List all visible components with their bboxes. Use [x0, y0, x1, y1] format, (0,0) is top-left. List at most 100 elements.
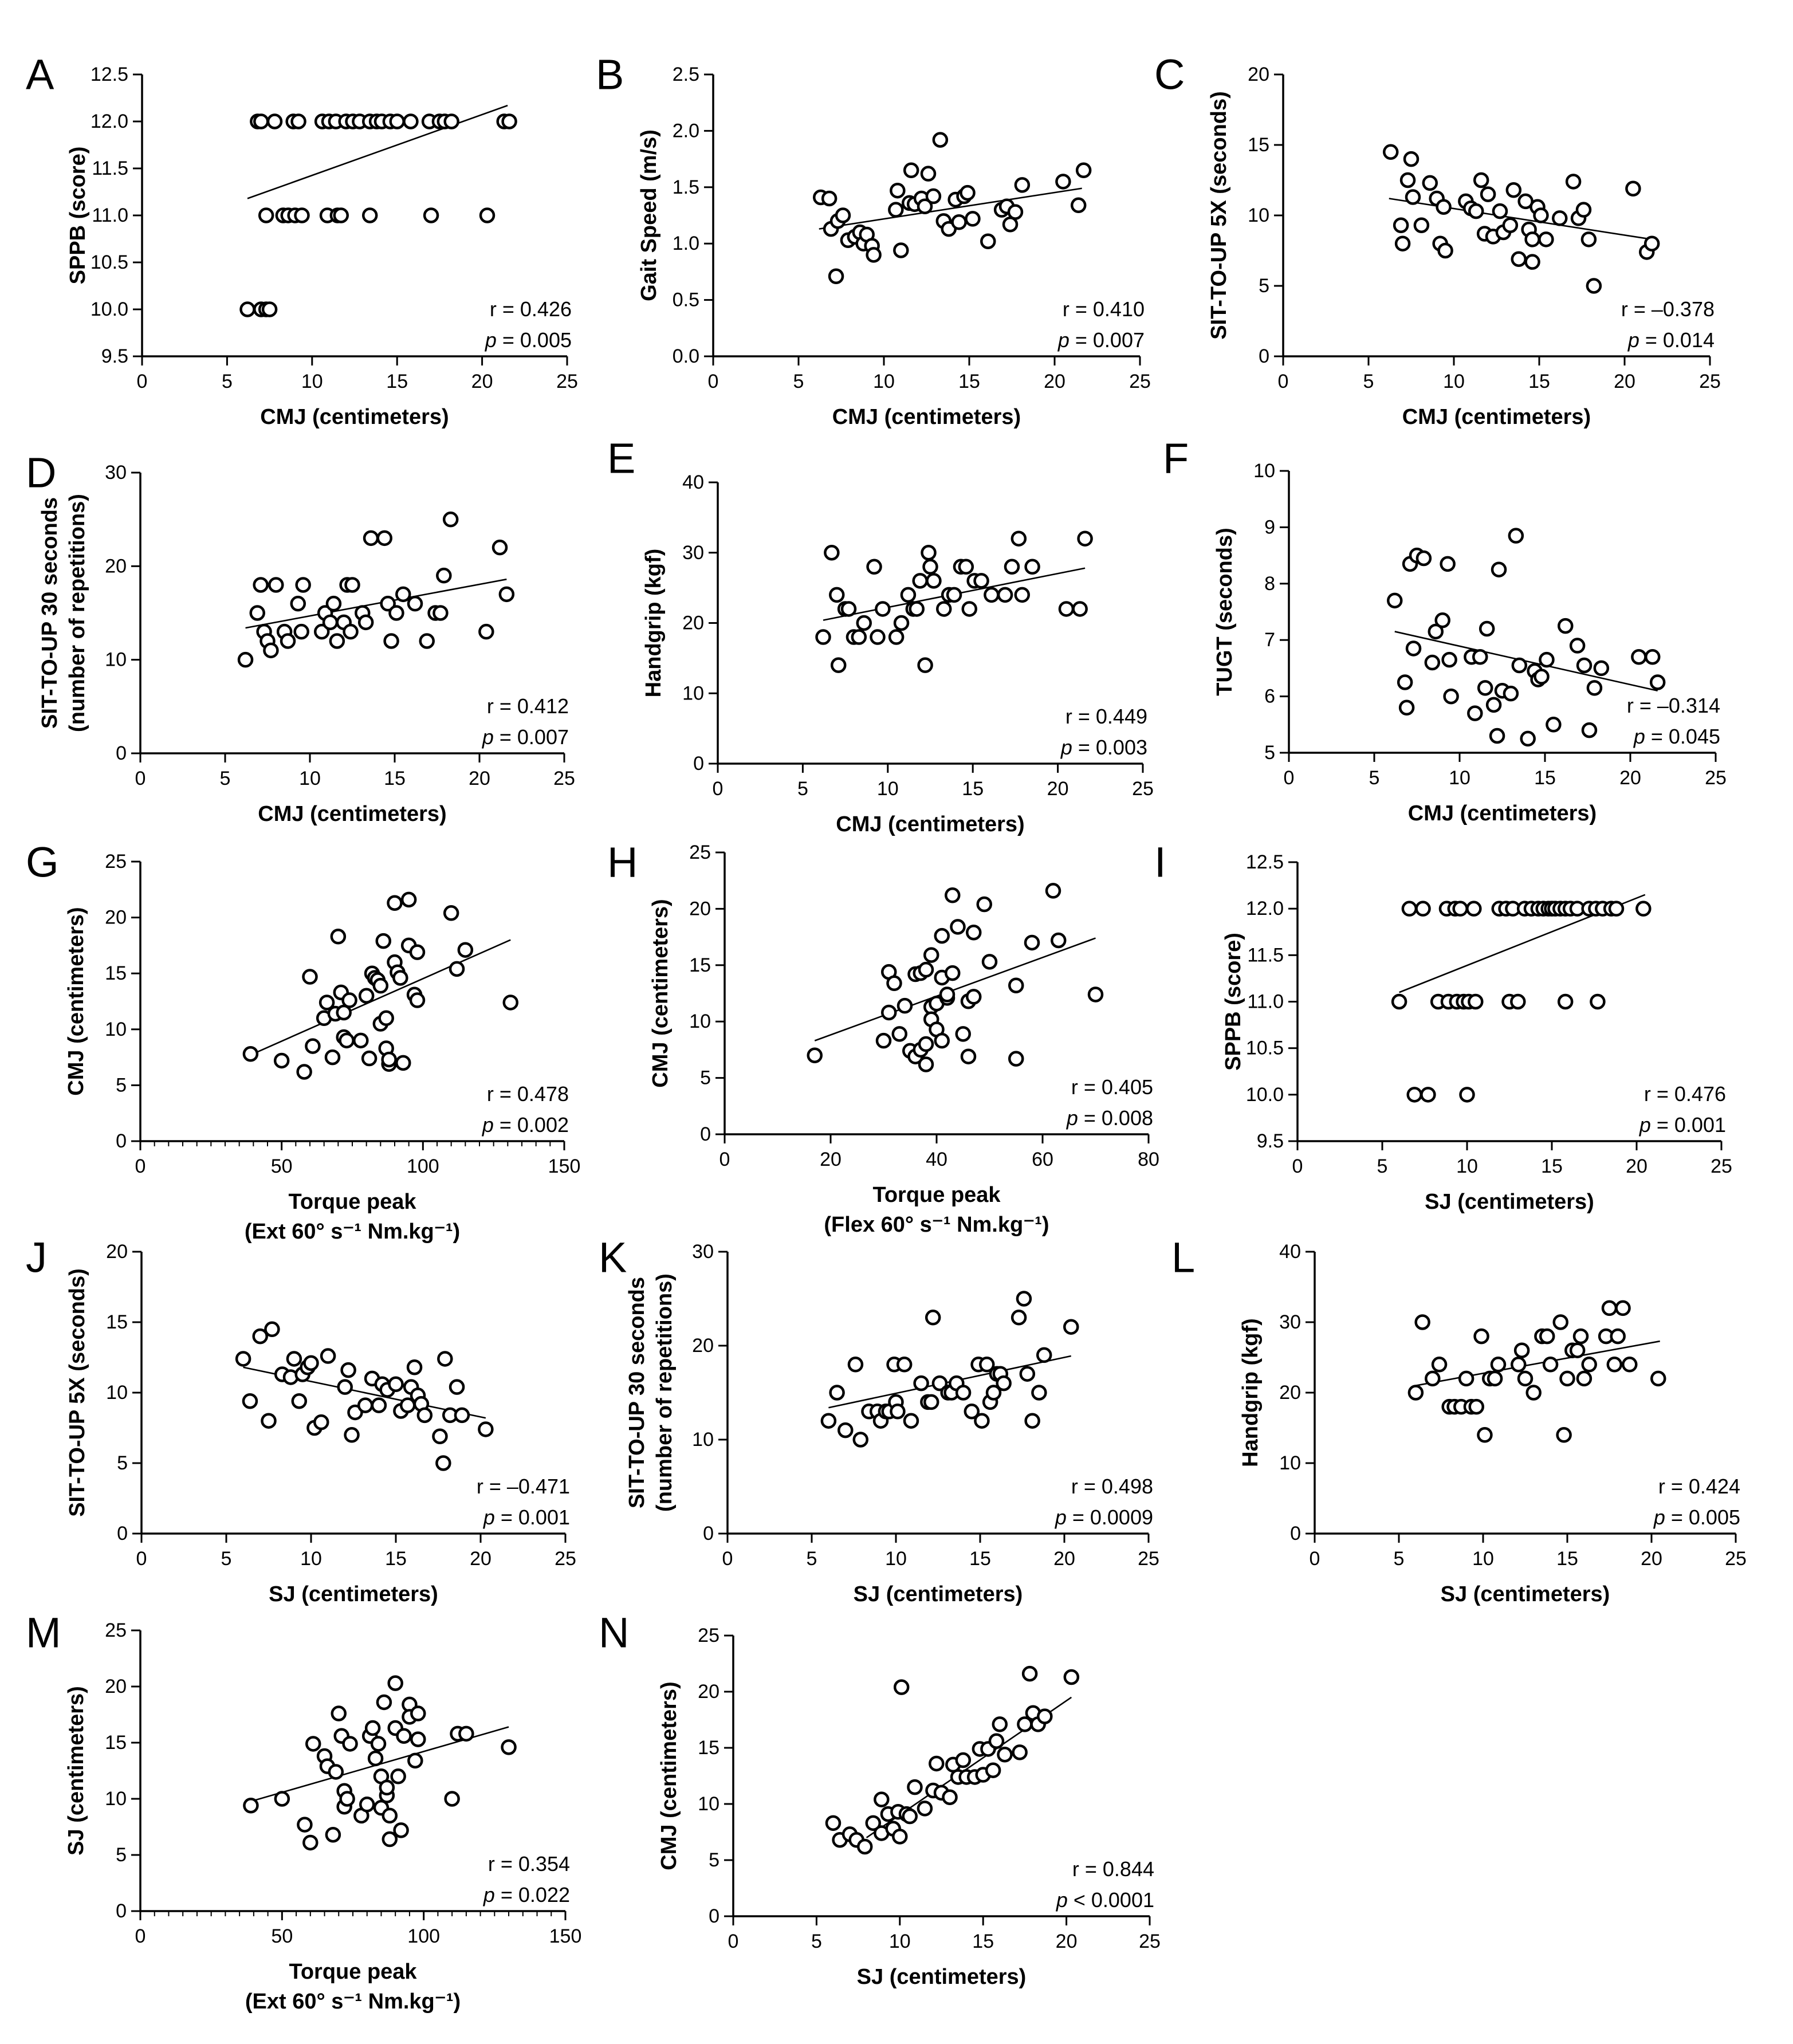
data-point: [807, 1047, 823, 1063]
x-tick-label: 0: [719, 1149, 730, 1170]
data-point: [939, 986, 956, 1003]
data-point: [239, 301, 255, 317]
data-point: [1643, 235, 1660, 251]
y-tick-label: 20: [692, 1335, 714, 1357]
x-tick-label: 25: [1138, 1548, 1159, 1570]
y-tick-label: 15: [105, 1732, 127, 1754]
p-number: = 0.007: [1069, 328, 1145, 352]
data-point: [1538, 231, 1554, 247]
data-point: [1491, 561, 1507, 577]
x-tick-label: 15: [1528, 371, 1550, 392]
x-tick-label: 15: [969, 1548, 991, 1570]
data-point: [922, 559, 938, 575]
y-tick-label: 10.0: [91, 298, 128, 320]
data-point: [902, 1808, 918, 1825]
y-tick-label: 10.0: [1246, 1084, 1284, 1106]
regression-line: [819, 187, 1082, 230]
data-point: [840, 601, 857, 617]
y-tick-label: 30: [105, 462, 127, 484]
y-tick-label: 30: [1279, 1311, 1301, 1333]
y-tick-label: 2.0: [673, 120, 699, 141]
data-point: [896, 1357, 913, 1373]
data-point: [917, 198, 933, 215]
data-point: [824, 545, 840, 561]
data-point: [1487, 1370, 1503, 1387]
data-point: [1606, 1357, 1623, 1373]
x-tick-label: 0: [722, 1548, 733, 1570]
y-tick-label: 0: [116, 1130, 127, 1152]
panel-letter-b: B: [596, 51, 624, 99]
data-point: [1428, 623, 1444, 640]
chart-n: N 0 5 10 15 20 25 0 5 10 15 20 25 SJ (centimeters) CMJ…: [599, 1609, 1161, 1990]
data-point: [997, 1747, 1013, 1763]
data-point: [955, 1385, 972, 1401]
data-point: [1576, 657, 1593, 674]
data-point: [242, 1045, 259, 1062]
y-tick-label: 20: [682, 612, 704, 634]
p-value: p = 0.007: [482, 725, 569, 749]
data-point: [1007, 204, 1024, 220]
y-tick-label: 0: [703, 1523, 714, 1544]
data-point: [249, 605, 265, 621]
data-point: [340, 1362, 356, 1378]
p-value: p = 0.005: [1653, 1506, 1740, 1529]
p-value: p = 0.003: [1060, 736, 1147, 759]
x-tick-label: 10: [1456, 1155, 1478, 1177]
x-tick-label: 0: [135, 768, 146, 789]
y-tick-label: 2.5: [673, 64, 699, 85]
x-axis-title: CMJ (centimeters): [832, 405, 1021, 429]
data-point: [951, 214, 967, 230]
data-point: [934, 1032, 950, 1049]
x-tick-label: 10: [889, 1931, 911, 1952]
data-point: [1072, 601, 1088, 617]
x-tick-label: 15: [962, 778, 984, 800]
data-point: [266, 113, 283, 129]
data-point: [1024, 934, 1040, 951]
panel-letter-g: G: [26, 839, 59, 886]
data-point: [313, 1414, 329, 1430]
data-point: [387, 895, 403, 911]
data-point: [866, 559, 882, 575]
y-tick-label: 11.0: [1247, 991, 1284, 1013]
data-point: [302, 1834, 319, 1851]
x-tick-label: 25: [1725, 1548, 1747, 1570]
data-point: [1037, 1708, 1053, 1724]
data-point: [371, 1397, 387, 1413]
data-point: [376, 1694, 392, 1711]
x-tick-label: 0: [1278, 371, 1289, 392]
data-point: [478, 1421, 494, 1437]
y-tick-label: 11.0: [92, 205, 128, 226]
x-axis-title: SJ (centimeters): [857, 1965, 1027, 1989]
data-point: [1401, 901, 1418, 917]
data-point: [302, 969, 318, 985]
data-point: [1031, 1385, 1047, 1401]
data-point: [1517, 1370, 1534, 1387]
y-tick-label: 0: [116, 742, 127, 764]
data-point: [961, 601, 978, 617]
y-tick-label: 10.5: [91, 251, 128, 273]
x-axis-title: Torque peak: [872, 1183, 1001, 1207]
y-tick-label: 11.5: [1247, 944, 1284, 966]
x-axis-title: (Flex 60° s⁻¹ Nm.kg⁻¹): [824, 1213, 1049, 1237]
r-value: r = 0.498: [1071, 1475, 1153, 1498]
data-point: [1649, 674, 1666, 690]
data-point: [235, 1351, 251, 1367]
y-axis-title: SPPB (score): [66, 147, 90, 285]
data-point: [432, 605, 449, 621]
y-tick-label: 40: [1279, 1241, 1301, 1263]
data-point: [410, 1731, 426, 1747]
data-point: [290, 595, 306, 612]
data-point: [261, 301, 278, 317]
data-point: [1414, 1314, 1430, 1330]
data-point: [865, 1815, 882, 1831]
chart-d: D 0 5 10 15 20 25 0 10 20 30 CMJ (centimeters) SIT-T…: [26, 449, 575, 827]
data-point: [370, 1736, 387, 1752]
data-point: [923, 947, 939, 963]
data-point: [955, 1752, 972, 1768]
x-tick-label: 10: [300, 1548, 322, 1570]
data-point: [981, 954, 998, 970]
data-point: [1502, 217, 1519, 233]
x-tick-label: 10: [1472, 1548, 1494, 1570]
data-point: [1014, 587, 1031, 603]
p-symbol: p: [483, 1883, 495, 1907]
